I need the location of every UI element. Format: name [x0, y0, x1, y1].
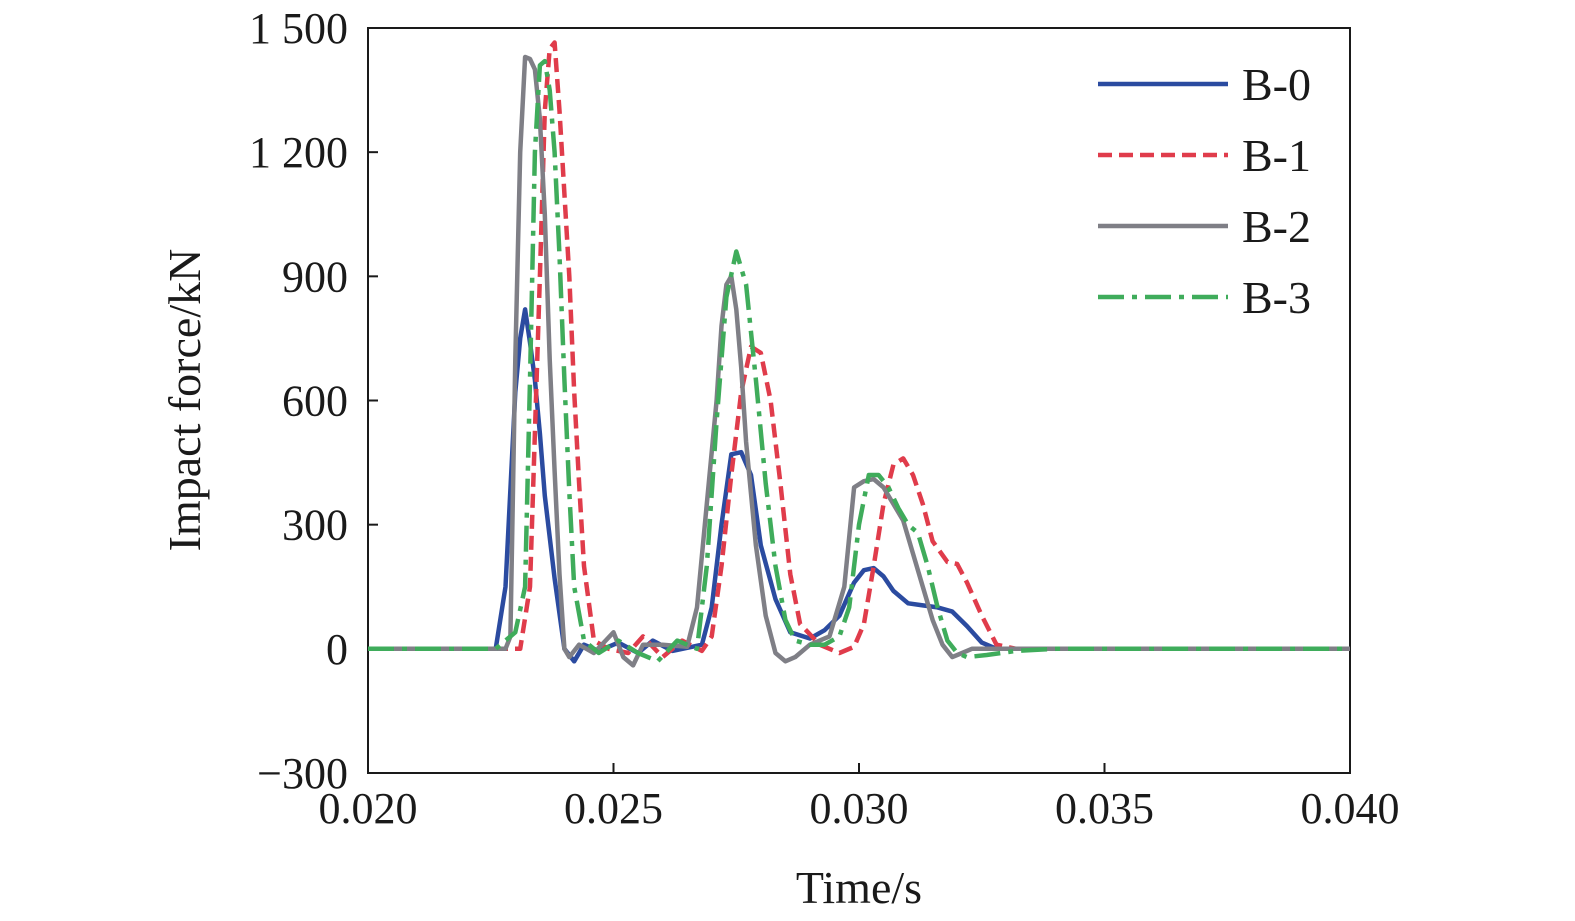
x-tick-label: 0.030 [810, 784, 909, 833]
y-axis: −300 0 300 600 900 1 200 1 500 [249, 4, 378, 798]
x-tick-label: 0.025 [564, 784, 663, 833]
x-axis-title: Time/s [796, 862, 922, 913]
x-tick-label: 0.020 [319, 784, 418, 833]
series-layer [368, 40, 1350, 668]
series-line-b-3 [368, 58, 1350, 664]
y-tick-label: 900 [282, 252, 348, 301]
y-tick-label: −300 [257, 749, 348, 798]
series-line-b-1 [368, 40, 1350, 660]
x-tick-label: 0.035 [1055, 784, 1154, 833]
x-axis: 0.020 0.025 0.030 0.035 0.040 [319, 763, 1400, 833]
legend-label-b-0: B-0 [1242, 59, 1311, 110]
x-tick-label: 0.040 [1301, 784, 1400, 833]
y-tick-label: 1 500 [249, 4, 348, 53]
series-line-b-0 [368, 307, 1350, 664]
legend: B-0 B-1 B-2 B-3 [1098, 59, 1311, 323]
y-tick-label: 1 200 [249, 128, 348, 177]
y-axis-title: Impact force/kN [159, 249, 210, 552]
legend-label-b-1: B-1 [1242, 130, 1311, 181]
legend-label-b-2: B-2 [1242, 201, 1311, 252]
y-tick-label: 600 [282, 377, 348, 426]
y-tick-label: 0 [326, 625, 348, 674]
series-line-b-2 [368, 54, 1350, 668]
legend-label-b-3: B-3 [1242, 272, 1311, 323]
y-tick-label: 300 [282, 501, 348, 550]
